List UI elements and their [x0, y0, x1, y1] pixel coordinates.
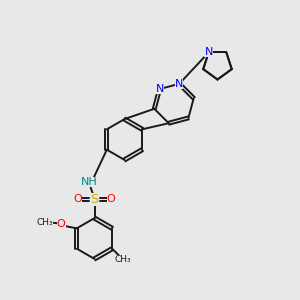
Text: N: N — [155, 84, 164, 94]
Text: N: N — [175, 79, 184, 89]
Text: O: O — [57, 219, 66, 229]
Text: CH₃: CH₃ — [36, 218, 53, 227]
Text: O: O — [106, 194, 116, 205]
Text: O: O — [74, 194, 82, 205]
Text: N: N — [205, 47, 213, 57]
Text: CH₃: CH₃ — [114, 255, 131, 264]
Text: NH: NH — [81, 177, 98, 187]
Text: S: S — [91, 193, 98, 206]
